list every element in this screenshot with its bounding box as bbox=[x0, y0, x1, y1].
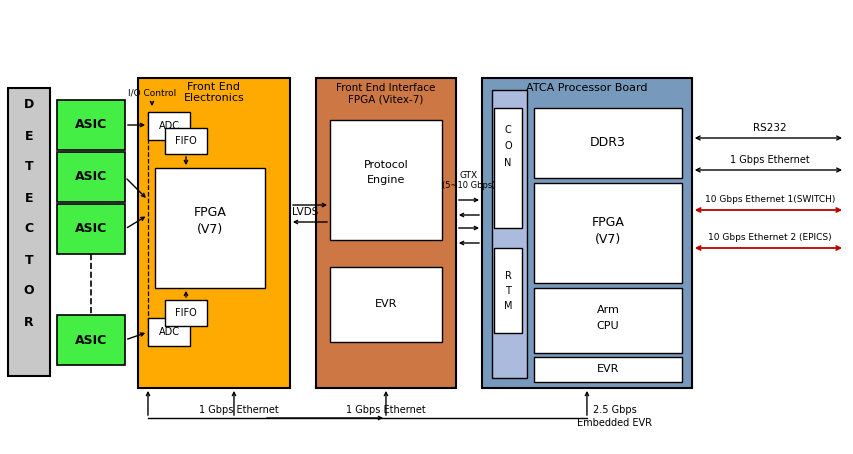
Text: C: C bbox=[504, 125, 511, 135]
Bar bbox=[148, 112, 189, 140]
Text: R: R bbox=[24, 316, 34, 329]
Text: R: R bbox=[504, 271, 511, 281]
Text: T: T bbox=[504, 286, 510, 296]
Text: C: C bbox=[25, 222, 33, 236]
Text: Embedded EVR: Embedded EVR bbox=[577, 418, 652, 428]
Text: 1 Gbps Ethernet: 1 Gbps Ethernet bbox=[729, 155, 809, 165]
Text: EVR: EVR bbox=[374, 299, 397, 309]
Text: O: O bbox=[503, 141, 511, 151]
Text: 2.5 Gbps: 2.5 Gbps bbox=[592, 405, 636, 415]
Text: GTX: GTX bbox=[460, 171, 478, 179]
Text: E: E bbox=[25, 129, 33, 143]
Text: 1 Gbps Ethernet: 1 Gbps Ethernet bbox=[199, 405, 279, 415]
Bar bbox=[138, 78, 290, 388]
Bar bbox=[8, 88, 50, 376]
Text: Front End Interface: Front End Interface bbox=[336, 83, 435, 93]
Text: FIFO: FIFO bbox=[175, 136, 197, 146]
Text: D: D bbox=[24, 99, 34, 112]
Bar bbox=[57, 315, 125, 365]
Text: I/O Control: I/O Control bbox=[128, 89, 176, 98]
Bar bbox=[329, 120, 442, 240]
Text: Protocol: Protocol bbox=[363, 160, 408, 170]
Text: DDR3: DDR3 bbox=[589, 137, 625, 149]
Text: M: M bbox=[503, 301, 512, 311]
Bar bbox=[533, 288, 682, 353]
Text: ATCA Processor Board: ATCA Processor Board bbox=[525, 83, 647, 93]
Bar bbox=[154, 168, 264, 288]
Text: (5~10 Gbps): (5~10 Gbps) bbox=[442, 182, 495, 191]
Bar bbox=[316, 78, 456, 388]
Bar bbox=[57, 100, 125, 150]
Text: Arm: Arm bbox=[595, 305, 618, 315]
Text: EVR: EVR bbox=[596, 364, 618, 374]
Bar bbox=[481, 78, 691, 388]
Text: (V7): (V7) bbox=[595, 233, 620, 247]
Text: Engine: Engine bbox=[366, 175, 404, 185]
Bar bbox=[148, 318, 189, 346]
Bar bbox=[533, 357, 682, 382]
Text: (V7): (V7) bbox=[197, 223, 223, 237]
Bar bbox=[165, 300, 206, 326]
Bar bbox=[165, 128, 206, 154]
Text: CPU: CPU bbox=[596, 321, 618, 331]
Bar bbox=[533, 108, 682, 178]
Text: FPGA: FPGA bbox=[194, 207, 226, 219]
Text: 10 Gbps Ethernet 1(SWITCH): 10 Gbps Ethernet 1(SWITCH) bbox=[704, 196, 834, 204]
Bar bbox=[57, 152, 125, 202]
Text: ASIC: ASIC bbox=[75, 334, 107, 346]
Text: O: O bbox=[24, 285, 34, 297]
Text: Electronics: Electronics bbox=[183, 93, 244, 103]
Bar bbox=[493, 248, 521, 333]
Bar bbox=[493, 108, 521, 228]
Text: ASIC: ASIC bbox=[75, 118, 107, 132]
Text: T: T bbox=[25, 253, 33, 266]
Text: Front End: Front End bbox=[188, 82, 241, 92]
Bar bbox=[329, 267, 442, 342]
Text: 1 Gbps Ethernet: 1 Gbps Ethernet bbox=[345, 405, 426, 415]
Text: ADC: ADC bbox=[159, 121, 179, 131]
Text: RS232: RS232 bbox=[752, 123, 786, 133]
Text: E: E bbox=[25, 192, 33, 204]
Text: N: N bbox=[503, 158, 511, 168]
Text: ADC: ADC bbox=[159, 327, 179, 337]
Text: 10 Gbps Ethernet 2 (EPICS): 10 Gbps Ethernet 2 (EPICS) bbox=[707, 233, 831, 242]
Bar bbox=[491, 90, 526, 378]
Bar bbox=[533, 183, 682, 283]
Bar bbox=[57, 204, 125, 254]
Text: ASIC: ASIC bbox=[75, 171, 107, 183]
Text: LVDS: LVDS bbox=[292, 207, 318, 217]
Text: FPGA: FPGA bbox=[591, 217, 624, 230]
Text: T: T bbox=[25, 161, 33, 173]
Text: ASIC: ASIC bbox=[75, 222, 107, 236]
Text: FPGA (Vitex-7): FPGA (Vitex-7) bbox=[348, 95, 423, 105]
Text: FIFO: FIFO bbox=[175, 308, 197, 318]
